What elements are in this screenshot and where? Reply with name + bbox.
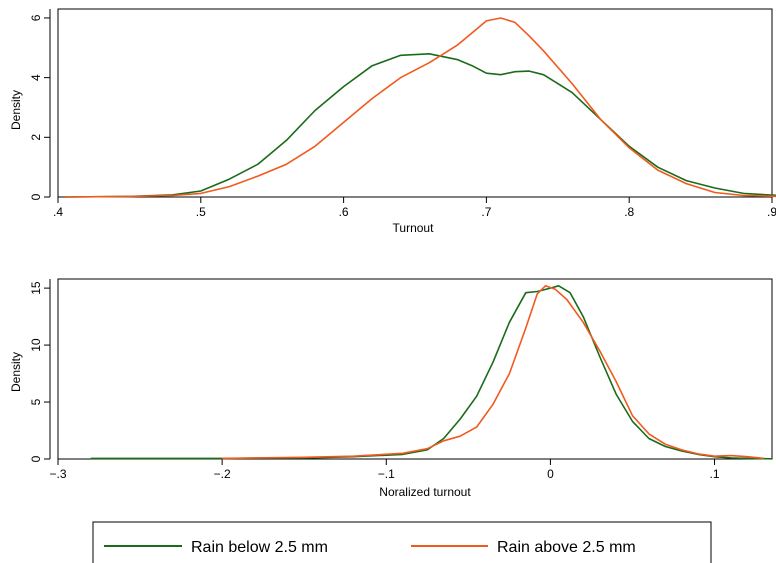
- x-axis-title: Noralized turnout: [379, 485, 471, 499]
- x-tick-label-m0p1: −.1: [378, 467, 395, 481]
- y-tick-label-2: 2: [29, 134, 43, 141]
- y-axis-title: Density: [9, 352, 23, 392]
- series-line-below: [65, 52, 776, 198]
- x-tick-label-0p7: .7: [481, 205, 491, 219]
- legend-label-above: Rain above 2.5 mm: [497, 539, 636, 556]
- x-tick-label-0p9: .9: [767, 205, 776, 219]
- y-tick-label-10: 10: [29, 338, 43, 352]
- y-tick-label-15: 15: [29, 281, 43, 295]
- legend-box: [92, 521, 712, 563]
- legend-label-below: Rain below 2.5 mm: [191, 539, 328, 556]
- series-line-below: [90, 284, 773, 460]
- series-line-above: [65, 17, 776, 198]
- x-tick-label-0p8: .8: [624, 205, 634, 219]
- y-tick-label-5: 5: [29, 398, 43, 405]
- series-line-above: [222, 284, 764, 460]
- y-tick-label-0: 0: [29, 455, 43, 462]
- y-tick-label-0: 0: [29, 193, 43, 200]
- x-axis-title: Turnout: [393, 221, 435, 235]
- panel-normalized-turnout: −.3 −.2 −.1 0 .1 0 5 10 15 Noralized turnout Densi…: [9, 278, 773, 499]
- x-tick-label-0p4: .4: [53, 205, 63, 219]
- plot-frame: [57, 278, 773, 460]
- plot-frame: [57, 8, 773, 198]
- panel-turnout: .4 .5 .6 .7 .8 .9 0 2 4 6 Turnout Density: [9, 8, 776, 235]
- y-tick-label-6: 6: [29, 14, 43, 21]
- x-tick-label-m0p2: −.2: [214, 467, 231, 481]
- x-tick-label-0: 0: [547, 467, 554, 481]
- x-tick-label-m0p3: −.3: [49, 467, 66, 481]
- legend: Rain below 2.5 mm Rain above 2.5 mm: [92, 521, 712, 563]
- y-tick-label-4: 4: [29, 74, 43, 81]
- x-tick-label-0p6: .6: [339, 205, 349, 219]
- x-tick-label-0p1: .1: [710, 467, 720, 481]
- x-tick-label-0p5: .5: [196, 205, 206, 219]
- y-axis-title: Density: [9, 90, 23, 130]
